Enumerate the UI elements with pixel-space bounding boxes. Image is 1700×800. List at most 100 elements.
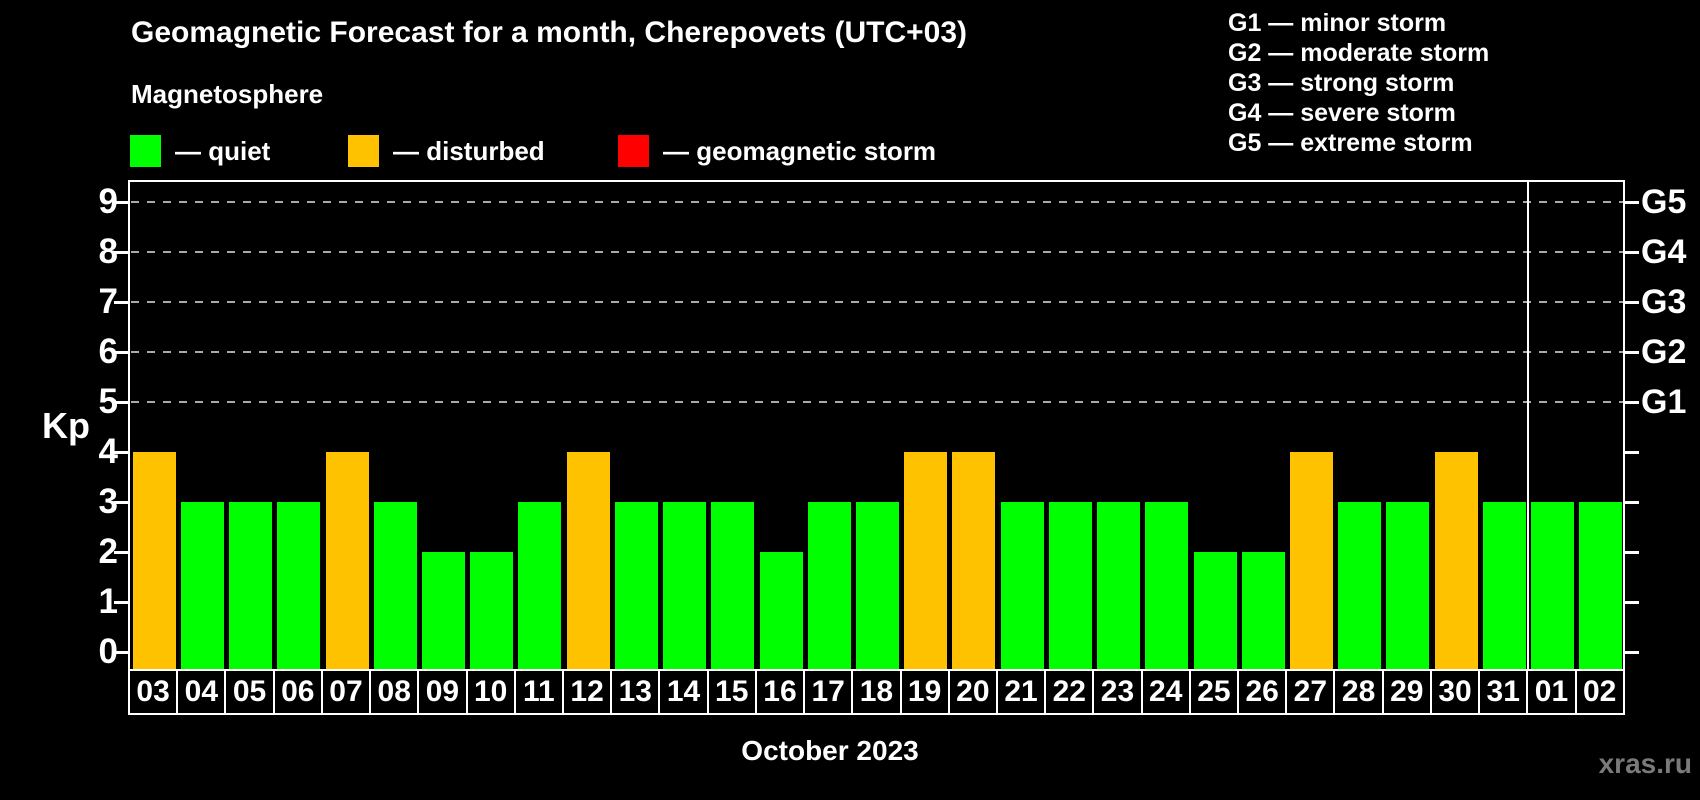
day-label-06: 06 — [272, 671, 321, 713]
y-axis-tick-label: 6 — [98, 332, 118, 371]
day-label-04: 04 — [176, 671, 224, 713]
day-label-12: 12 — [561, 671, 610, 713]
y-axis-tick-label: 4 — [98, 432, 118, 471]
legend-item-label: — quiet — [175, 135, 271, 166]
legend-item-disturbed: — disturbed — [348, 134, 545, 168]
day-label-24: 24 — [1140, 671, 1189, 713]
bar-day-20 — [952, 452, 996, 669]
bar-day-19 — [904, 452, 948, 669]
gridline-kp5 — [131, 401, 1623, 403]
x-axis-day-labels: 03 04 05 06 07 08 09 10 11 12 13 14 15 16 17 18 19 20 21 22… — [128, 669, 1625, 715]
y-axis-tick-right — [1625, 201, 1639, 204]
plot-area — [128, 180, 1625, 669]
day-label-29: 29 — [1381, 671, 1430, 713]
day-label-09: 09 — [417, 671, 465, 713]
g-scale-legend-line: G1 — minor storm — [1228, 9, 1447, 37]
bar-day-01 — [1531, 502, 1575, 669]
bar-day-23 — [1097, 502, 1141, 669]
month-separator-line — [1527, 182, 1529, 669]
bar-day-25 — [1193, 552, 1237, 669]
y-axis-tick-left — [114, 251, 130, 254]
bar-day-30 — [1434, 452, 1478, 669]
day-label-02: 02 — [1574, 671, 1623, 713]
g-scale-legend-line: G2 — moderate storm — [1228, 39, 1490, 67]
y-axis-tick-right — [1625, 251, 1639, 254]
bar-day-09 — [421, 552, 465, 669]
bar-day-17 — [807, 502, 851, 669]
g-scale-legend-line: G3 — strong storm — [1228, 69, 1455, 97]
day-label-05: 05 — [224, 671, 272, 713]
bar-day-06 — [277, 502, 321, 669]
g-scale-legend: G1 — minor storm G2 — moderate storm G3 — … — [1228, 8, 1489, 158]
bar-day-10 — [470, 552, 514, 669]
day-label-08: 08 — [369, 671, 417, 713]
day-label-30: 30 — [1429, 671, 1478, 713]
bar-day-15 — [711, 502, 755, 669]
bar-day-26 — [1241, 552, 1285, 669]
x-axis-title: October 2023 — [741, 735, 919, 766]
bar-day-04 — [180, 502, 224, 669]
y-axis-tick-label: 9 — [98, 182, 118, 221]
y-axis-tick-left — [114, 451, 130, 454]
y-axis-tick-label: 8 — [98, 232, 118, 271]
bar-day-24 — [1145, 502, 1189, 669]
y-axis-tick-left — [114, 201, 130, 204]
y-axis-tick-label: 3 — [98, 482, 118, 521]
bar-day-05 — [229, 502, 273, 669]
legend-item-label: — geomagnetic storm — [663, 135, 937, 166]
g-scale-legend-line: G4 — severe storm — [1228, 99, 1456, 127]
g-axis-label-g5: G5 — [1641, 183, 1687, 221]
y-axis-tick-right — [1625, 401, 1639, 404]
bar-day-13 — [614, 502, 658, 669]
bar-day-22 — [1048, 502, 1092, 669]
day-label-01: 01 — [1526, 671, 1574, 713]
day-label-16: 16 — [754, 671, 803, 713]
day-label-19: 19 — [899, 671, 948, 713]
g-axis-label-g2: G2 — [1641, 333, 1687, 371]
bar-day-11 — [518, 502, 562, 669]
y-axis-tick-left — [114, 551, 130, 554]
gridline-kp7 — [131, 301, 1623, 303]
legend-item-label: — disturbed — [393, 135, 545, 166]
y-axis-tick-right — [1625, 451, 1639, 454]
day-label-15: 15 — [706, 671, 755, 713]
bar-day-18 — [856, 502, 899, 669]
chart-title: Geomagnetic Forecast for a month, Cherep… — [131, 16, 968, 49]
bar-day-29 — [1386, 502, 1430, 669]
gridline-kp8 — [131, 251, 1623, 253]
g-axis-label-g1: G1 — [1641, 383, 1687, 421]
y-axis-tick-left — [114, 351, 130, 354]
day-label-25: 25 — [1188, 671, 1237, 713]
bar-day-31 — [1482, 502, 1526, 669]
day-label-26: 26 — [1237, 671, 1285, 713]
day-label-28: 28 — [1333, 671, 1381, 713]
bar-day-02 — [1579, 502, 1623, 669]
g-axis-label-g3: G3 — [1641, 283, 1687, 321]
day-label-31: 31 — [1478, 671, 1526, 713]
y-axis-tick-left — [114, 401, 130, 404]
y-axis-tick-right — [1625, 501, 1639, 504]
chart-subtitle: Magnetosphere — [131, 79, 324, 109]
bar-day-28 — [1338, 502, 1382, 669]
day-label-11: 11 — [513, 671, 562, 713]
bar-day-21 — [1000, 502, 1044, 669]
day-label-14: 14 — [658, 671, 706, 713]
gridline-kp6 — [131, 351, 1623, 353]
y-axis-tick-label: 0 — [98, 632, 118, 671]
bar-day-08 — [373, 502, 417, 669]
day-label-27: 27 — [1285, 671, 1333, 713]
kp-axis-label: Kp — [42, 405, 90, 446]
day-label-13: 13 — [610, 671, 658, 713]
day-label-07: 07 — [320, 671, 369, 713]
legend-swatch-storm-icon — [618, 135, 649, 167]
bar-day-14 — [663, 502, 707, 669]
y-axis-tick-label: 2 — [98, 532, 118, 571]
y-axis-tick-label: 7 — [98, 282, 118, 321]
y-axis-tick-right — [1625, 551, 1639, 554]
day-label-23: 23 — [1092, 671, 1140, 713]
gridline-kp9 — [131, 201, 1623, 203]
day-label-10: 10 — [465, 671, 514, 713]
y-axis-tick-label: 5 — [98, 382, 118, 421]
bar-day-07 — [325, 452, 369, 669]
